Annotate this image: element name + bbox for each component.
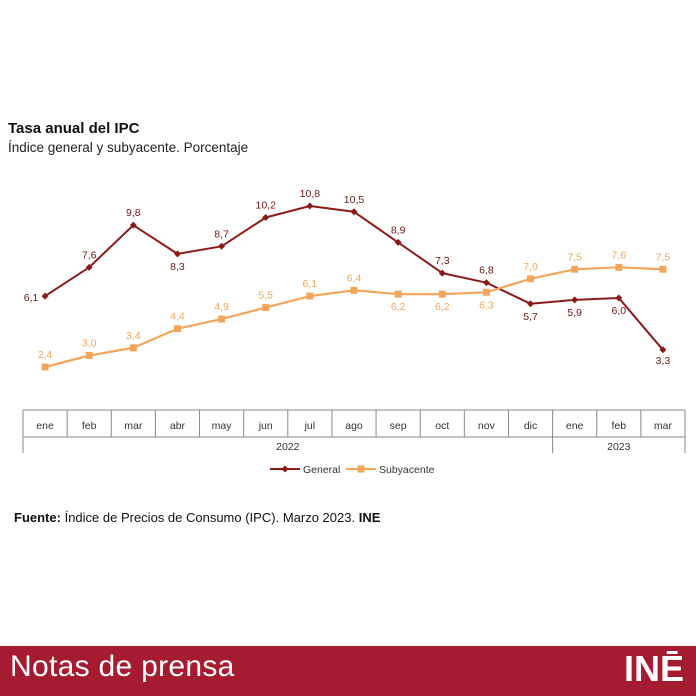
data-label-subyacente: 7,5 xyxy=(656,251,671,263)
data-point-general xyxy=(527,300,535,308)
data-point-general xyxy=(129,221,137,229)
legend-marker-subyacente xyxy=(357,465,365,473)
data-point-general xyxy=(659,346,667,354)
year-label: 2022 xyxy=(276,441,300,453)
x-tick-label: abr xyxy=(170,420,186,432)
data-point-subyacente xyxy=(571,265,579,273)
data-label-subyacente: 7,5 xyxy=(567,251,582,263)
data-point-general xyxy=(350,208,358,216)
data-point-general xyxy=(218,242,226,250)
data-label-subyacente: 7,0 xyxy=(523,261,538,273)
data-point-general xyxy=(482,279,490,287)
data-label-subyacente: 6,2 xyxy=(435,301,450,313)
legend-marker-general xyxy=(281,465,289,473)
data-label-subyacente: 6,3 xyxy=(479,299,494,311)
x-tick-label: feb xyxy=(82,420,97,432)
data-label-general: 10,2 xyxy=(256,200,277,212)
data-label-general: 6,0 xyxy=(611,305,626,317)
data-label-subyacente: 4,4 xyxy=(170,311,185,323)
data-point-general xyxy=(438,269,446,277)
data-label-general: 5,9 xyxy=(567,307,582,319)
data-label-subyacente: 6,1 xyxy=(303,278,318,290)
ine-logo: INĒ xyxy=(623,648,684,689)
ipc-line-chart: 6,1 7,6 9,8 8,3 8,7 10,2 10,8 10,5 8,9 7,3 6,8 5,7 5… xyxy=(22,188,686,476)
data-point-subyacente xyxy=(527,275,535,283)
source-label: Fuente: xyxy=(14,510,61,525)
data-label-general: 10,5 xyxy=(344,194,365,206)
source-text: Índice de Precios de Consumo (IPC). xyxy=(64,510,280,525)
year-label: 2023 xyxy=(607,441,631,453)
x-tick-label: dic xyxy=(524,420,537,432)
data-point-general xyxy=(571,296,579,304)
data-label-general: 6,1 xyxy=(24,292,39,304)
data-label-subyacente: 6,2 xyxy=(391,301,406,313)
source-date: Marzo 2023. xyxy=(282,510,356,525)
data-label-general: 5,7 xyxy=(523,311,538,323)
data-point-subyacente xyxy=(41,363,49,371)
data-point-general xyxy=(394,238,402,246)
data-point-general xyxy=(262,214,270,221)
data-point-general xyxy=(85,263,93,271)
data-point-general xyxy=(306,202,314,210)
data-point-subyacente xyxy=(615,263,623,271)
legend-label-general: General xyxy=(303,464,340,476)
data-label-general: 10,8 xyxy=(300,188,321,200)
data-label-subyacente: 5,5 xyxy=(258,290,273,302)
data-label-general: 7,6 xyxy=(82,249,97,261)
data-label-general: 8,9 xyxy=(391,224,406,236)
data-label-general: 8,3 xyxy=(170,261,185,273)
data-point-subyacente xyxy=(262,304,270,312)
data-point-subyacente xyxy=(438,290,446,298)
x-tick-label: sep xyxy=(390,420,407,432)
data-label-general: 8,7 xyxy=(214,228,229,240)
data-label-general: 3,3 xyxy=(656,355,671,367)
chart-title: Tasa anual del IPC xyxy=(8,120,140,137)
data-point-subyacente xyxy=(129,344,137,352)
data-point-subyacente xyxy=(350,286,358,294)
data-point-subyacente xyxy=(85,352,93,359)
data-label-subyacente: 7,6 xyxy=(611,249,626,261)
data-label-general: 9,8 xyxy=(126,207,141,219)
data-point-general xyxy=(41,292,49,300)
data-label-general: 7,3 xyxy=(435,255,450,267)
x-tick-label: ago xyxy=(345,420,363,432)
x-tick-label: feb xyxy=(611,420,626,432)
chart-subtitle: Índice general y subyacente. Porcentaje xyxy=(8,140,249,155)
data-label-subyacente: 2,4 xyxy=(38,349,53,361)
x-tick-label: ene xyxy=(36,420,54,432)
source-org: INE xyxy=(358,510,381,525)
data-point-subyacente xyxy=(659,265,667,273)
x-tick-label: jun xyxy=(258,420,273,432)
x-tick-label: jul xyxy=(304,420,316,432)
data-point-general xyxy=(615,294,623,302)
x-tick-label: oct xyxy=(435,420,449,432)
footer-title: Notas de prensa xyxy=(10,650,235,683)
footer-banner: Notas de prensa INĒ xyxy=(0,646,696,696)
x-tick-label: nov xyxy=(478,420,496,432)
legend-label-subyacente: Subyacente xyxy=(379,464,435,476)
data-point-subyacente xyxy=(306,292,314,300)
data-point-subyacente xyxy=(482,288,490,296)
source-note: Fuente: Índice de Precios de Consumo (IP… xyxy=(14,510,380,525)
x-tick-label: mar xyxy=(124,420,143,432)
x-tick-label: ene xyxy=(566,420,584,432)
data-label-subyacente: 4,9 xyxy=(214,301,229,313)
x-tick-label: may xyxy=(212,420,233,432)
data-label-subyacente: 6,4 xyxy=(347,272,362,284)
data-label-general: 6,8 xyxy=(479,265,494,277)
x-tick-label: mar xyxy=(654,420,673,432)
data-point-general xyxy=(173,250,181,258)
data-point-subyacente xyxy=(173,325,181,333)
data-point-subyacente xyxy=(218,315,226,323)
data-label-subyacente: 3,0 xyxy=(82,338,97,350)
data-label-subyacente: 3,4 xyxy=(126,330,141,342)
data-point-subyacente xyxy=(394,290,402,298)
